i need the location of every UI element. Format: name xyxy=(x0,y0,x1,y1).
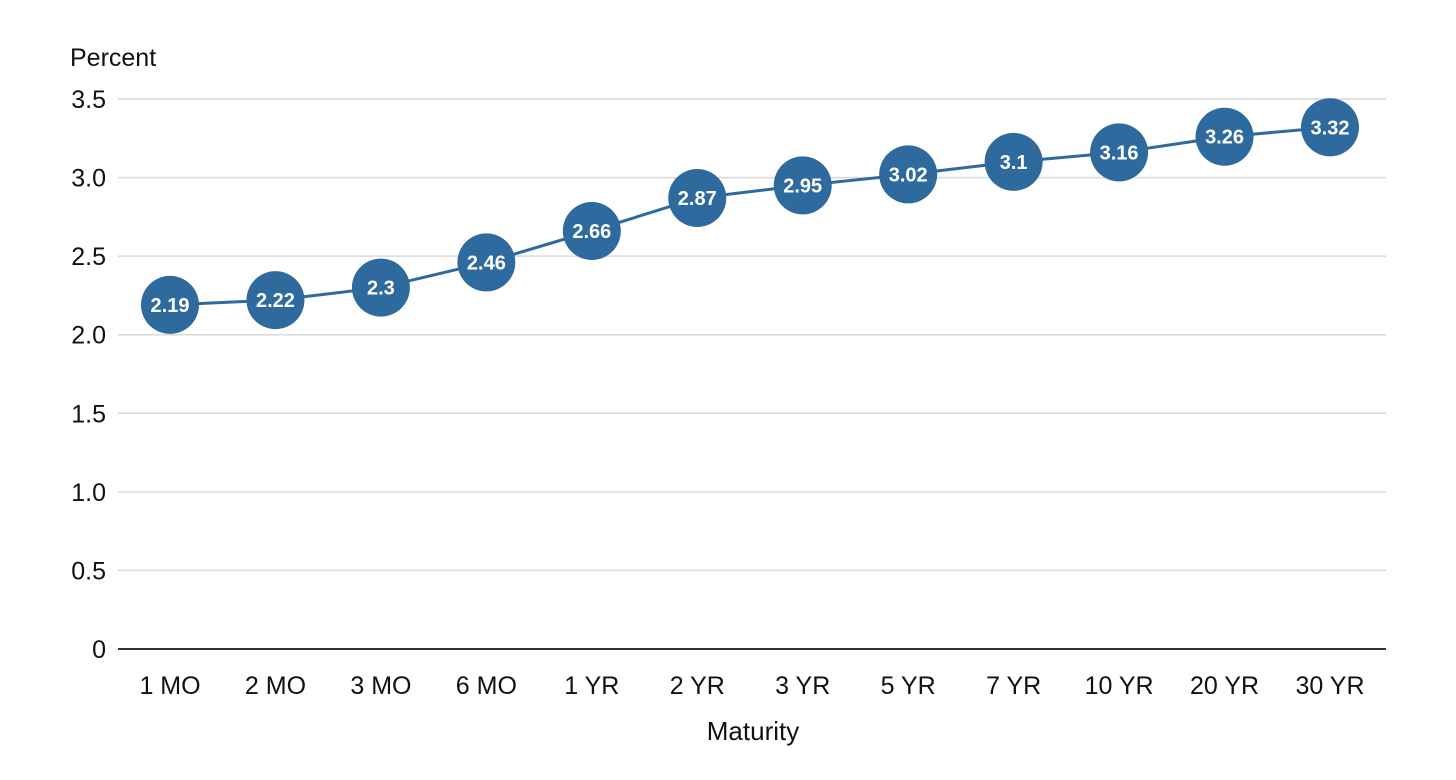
x-tick-label: 10 YR xyxy=(1085,672,1154,700)
data-point-marker xyxy=(457,233,516,292)
grid-lines xyxy=(118,98,1386,572)
series-line-path xyxy=(169,125,1331,307)
data-point-label: 2.19 xyxy=(151,295,190,317)
y-tick-label: 2.0 xyxy=(71,322,106,350)
data-point-marker xyxy=(1301,98,1359,157)
data-point-marker xyxy=(562,202,621,260)
x-tick-label: 1 YR xyxy=(564,672,619,700)
y-tick-label: 3.0 xyxy=(71,165,106,193)
x-tick-label: 1 MO xyxy=(139,672,200,700)
x-tick-label: 3 YR xyxy=(775,672,830,700)
x-tick-labels: 1 MO 2 MO 3 MO 6 MO 1 YR 2 YR 3 YR 5 YR 7 YR 10 Y… xyxy=(139,672,1364,700)
x-tick-label: 2 MO xyxy=(245,672,306,700)
data-point-marker xyxy=(984,132,1043,191)
data-point-label: 3.1 xyxy=(1000,152,1028,174)
data-point-label: 2.87 xyxy=(678,188,717,210)
x-tick-label: 20 YR xyxy=(1190,672,1259,700)
data-point-marker xyxy=(141,275,199,334)
data-points: 2.19 2.22 2.3 2.46 2.66 2.87 2.95 3.02 3.1 3.16 3.… xyxy=(141,98,1359,334)
x-tick-label: 30 YR xyxy=(1295,672,1364,700)
y-tick-label: 1.0 xyxy=(71,479,106,507)
x-tick-label: 7 YR xyxy=(986,672,1041,700)
data-point-label: 3.32 xyxy=(1311,117,1350,139)
data-point-label: 2.95 xyxy=(783,175,822,197)
y-tick-label: 2.5 xyxy=(71,243,106,271)
data-point-label: 2.66 xyxy=(572,221,611,243)
y-tick-label: 0.5 xyxy=(71,557,106,585)
y-axis-title: Percent xyxy=(70,44,156,72)
data-point-label: 3.26 xyxy=(1205,127,1244,149)
data-point-marker xyxy=(773,156,832,215)
series-line xyxy=(169,125,1331,307)
x-tick-label: 2 YR xyxy=(670,672,725,700)
data-point-marker xyxy=(879,145,938,204)
data-point-label: 2.22 xyxy=(256,290,295,312)
x-axis-title: Maturity xyxy=(707,716,799,746)
data-point-marker xyxy=(351,258,410,317)
y-tick-label: 0 xyxy=(92,636,106,664)
y-tick-label: 1.5 xyxy=(71,400,106,428)
data-point-marker xyxy=(668,169,727,227)
x-tick-label: 5 YR xyxy=(881,672,936,700)
data-point-marker xyxy=(246,271,305,330)
data-point-label: 3.16 xyxy=(1100,142,1139,164)
data-point-marker xyxy=(1090,123,1149,182)
data-point-marker xyxy=(1195,107,1254,166)
y-tick-label: 3.5 xyxy=(71,86,106,114)
x-tick-label: 6 MO xyxy=(456,672,517,700)
data-point-label: 3.02 xyxy=(889,164,928,186)
y-tick-labels: 0 0.5 1.0 1.5 2.0 2.5 3.0 3.5 xyxy=(71,86,106,664)
x-tick-label: 3 MO xyxy=(350,672,411,700)
data-point-label: 2.46 xyxy=(467,252,506,274)
data-point-label: 2.3 xyxy=(367,278,395,300)
